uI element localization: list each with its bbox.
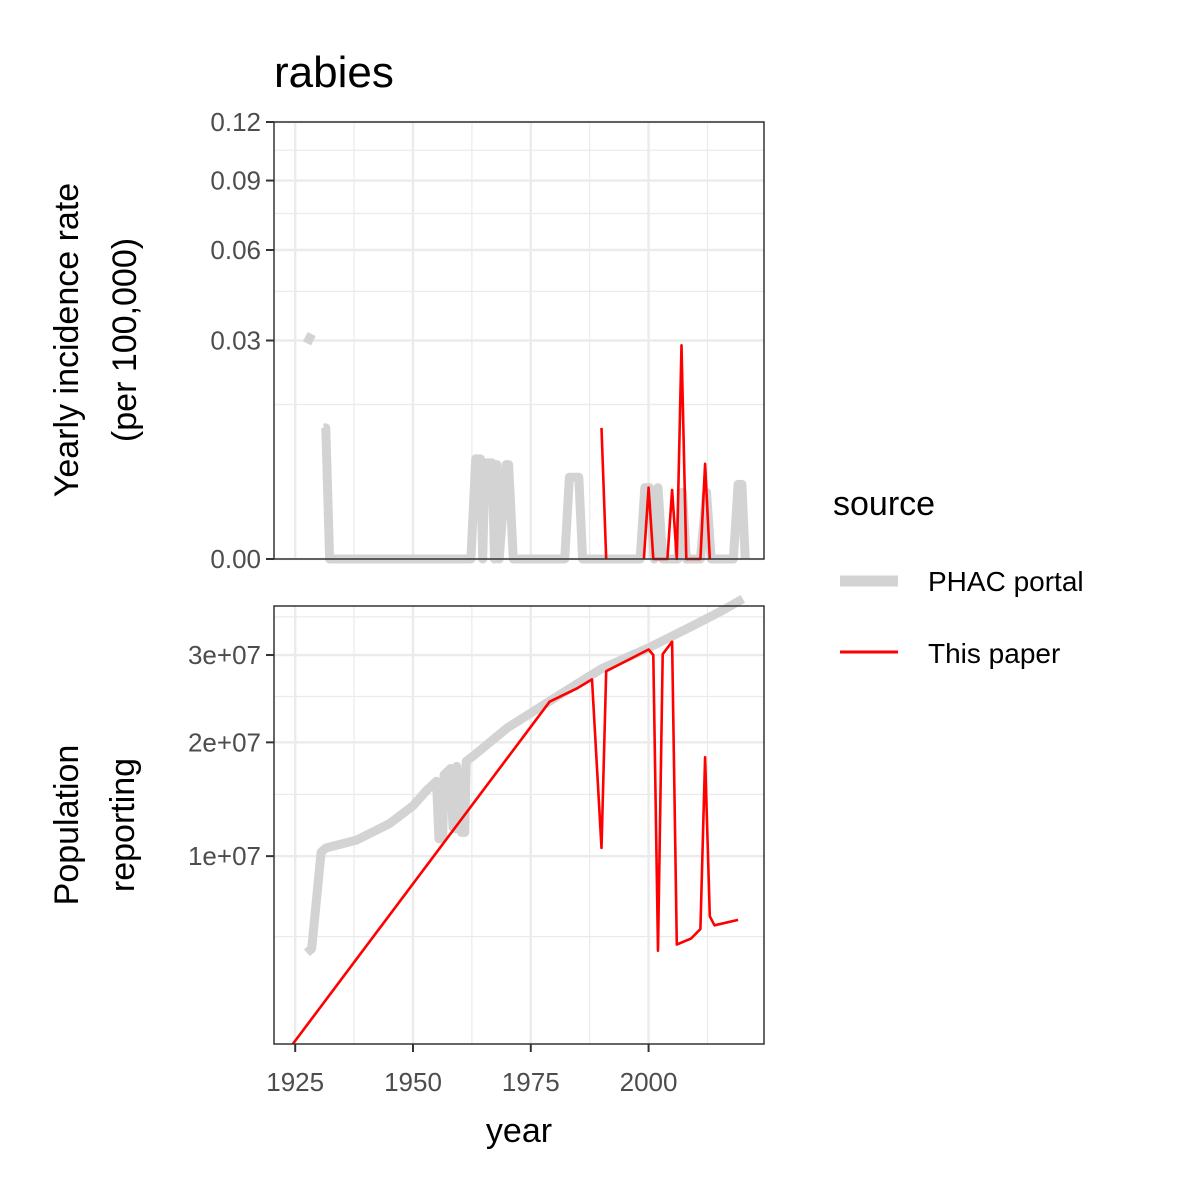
legend: source PHAC portal This paper [833, 485, 1084, 669]
x-tick-label: 2000 [620, 1067, 678, 1097]
y-tick-label: 0.12 [210, 107, 261, 137]
incidence-y-axis-title-line-2: (per 100,000) [106, 238, 144, 442]
legend-title: source [833, 485, 935, 523]
x-tick-label: 1950 [384, 1067, 442, 1097]
population-panel: 1e+07 2e+07 3e+07 [188, 594, 765, 1045]
y-tick-label: 2e+07 [188, 727, 261, 757]
legend-label-this-paper: This paper [928, 638, 1060, 669]
series-line-this-paper [291, 640, 739, 1045]
y-tick-label: 3e+07 [188, 640, 261, 670]
x-axis: 1925 1950 1975 2000 [266, 1044, 677, 1097]
population-series [291, 594, 746, 1045]
x-tick-label: 1975 [502, 1067, 560, 1097]
population-y-axis: 1e+07 2e+07 3e+07 [188, 640, 274, 871]
y-tick-label: 0.00 [210, 544, 261, 574]
x-tick-label: 1925 [266, 1067, 324, 1097]
series-line-this-paper [600, 427, 608, 560]
incidence-y-axis: 0.00 0.03 0.06 0.09 0.12 [210, 107, 274, 574]
population-y-axis-title-line-1: Population [48, 745, 86, 906]
incidence-y-axis-title-line-1: Yearly incidence rate [48, 183, 86, 497]
y-tick-label: 0.09 [210, 166, 261, 196]
population-panel-border [273, 605, 765, 1045]
series-line-phac-portal [304, 594, 746, 957]
incidence-panel: 0.00 0.03 0.06 0.09 0.12 [210, 107, 765, 574]
chart-title: rabies [274, 48, 394, 97]
incidence-gridlines [274, 120, 764, 561]
legend-label-phac-portal: PHAC portal [928, 566, 1084, 597]
y-tick-label: 0.06 [210, 235, 261, 265]
population-panel-background [274, 606, 764, 1044]
population-gridlines [274, 606, 764, 1044]
population-y-axis-title-line-2: reporting [104, 758, 142, 892]
x-axis-title: year [486, 1112, 552, 1150]
y-tick-label: 0.03 [210, 326, 261, 356]
series-line-phac-portal [302, 331, 316, 346]
y-tick-label: 1e+07 [188, 841, 261, 871]
